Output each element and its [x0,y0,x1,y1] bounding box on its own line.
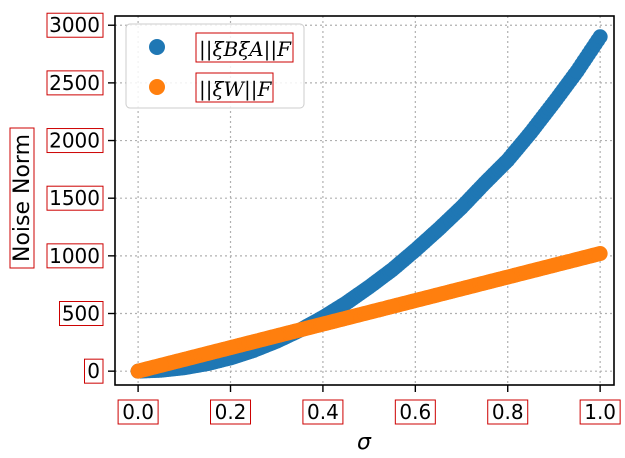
data-point [199,346,215,362]
x-tick-label-box [579,399,621,425]
data-point [292,322,308,338]
y-tick-label-box [46,70,104,96]
y-tick-label: 0 [87,359,100,383]
data-point [454,281,470,297]
legend-marker-xi-w [149,79,165,95]
y-tick-label: 2000 [49,129,100,153]
y-axis-label: Noise Norm [10,134,35,262]
legend-box [125,23,305,109]
y-tick-label: 1000 [49,244,100,268]
y-tick-label: 1500 [49,186,100,210]
data-point [592,29,608,45]
data-point [176,351,192,367]
x-tick-label-box [487,399,529,425]
x-tick-label: 1.0 [584,400,616,424]
x-tick-label: 0.2 [215,400,247,424]
data-point [361,304,377,320]
data-point [523,124,539,140]
x-tick-label: 0.8 [492,400,524,424]
data-point [246,334,262,350]
x-axis-ticks: 0.0 0.2 0.4 0.6 0.8 1.0 [117,385,621,425]
data-point [361,279,377,295]
data-point [430,221,446,237]
legend-label-xi-b-xi-a: ||ξBξA||F [199,37,292,62]
data-point [546,94,562,110]
data-point [223,340,239,356]
data-point [569,63,585,79]
data-point [130,363,146,379]
data-point [477,275,493,291]
x-axis-label: σ [357,430,372,455]
data-point [569,251,585,267]
y-axis-label-box [9,127,35,269]
legend-label-xi-w: ||ξW||F [199,77,273,102]
x-tick-label-box [302,399,344,425]
data-point [477,175,493,191]
data-point [269,328,285,344]
y-tick-label-box [46,128,104,154]
data-point [454,199,470,215]
y-tick-label-box [46,185,104,211]
x-tick-label-box [210,399,252,425]
y-axis-ticks: 0 500 1000 1500 2000 2500 3000 [46,12,115,384]
data-point [592,246,608,262]
data-point [338,310,354,326]
data-point [153,357,169,373]
data-point [407,293,423,309]
data-point [523,263,539,279]
data-point [430,287,446,303]
y-tick-label-box [46,243,104,269]
data-point [407,242,423,258]
x-tick-label: 0.0 [122,400,154,424]
y-tick-label-box [84,358,104,384]
x-tick-label: 0.4 [307,400,339,424]
data-point [384,262,400,278]
x-tick-label-box [394,399,436,425]
data-point [500,152,516,168]
y-tick-label-box [46,12,104,38]
y-tick-label: 500 [62,302,100,326]
x-tick-label: 0.6 [399,400,431,424]
plot-area-frame [114,15,615,386]
legend-marker-xi-b-xi-a [149,39,165,55]
data-point [546,257,562,273]
legend-label-box-1 [195,32,294,63]
series-xi-w [130,246,608,379]
legend: ||ξBξA||F ||ξW||F [125,23,305,109]
data-point [338,295,354,311]
x-tick-label-box [117,399,159,425]
y-tick-label: 3000 [49,13,100,37]
y-tick-label: 2500 [49,71,100,95]
data-point [384,298,400,314]
legend-label-box-2 [195,72,274,103]
y-tick-label-box [59,301,104,327]
data-point [500,269,516,285]
data-point [315,316,331,332]
